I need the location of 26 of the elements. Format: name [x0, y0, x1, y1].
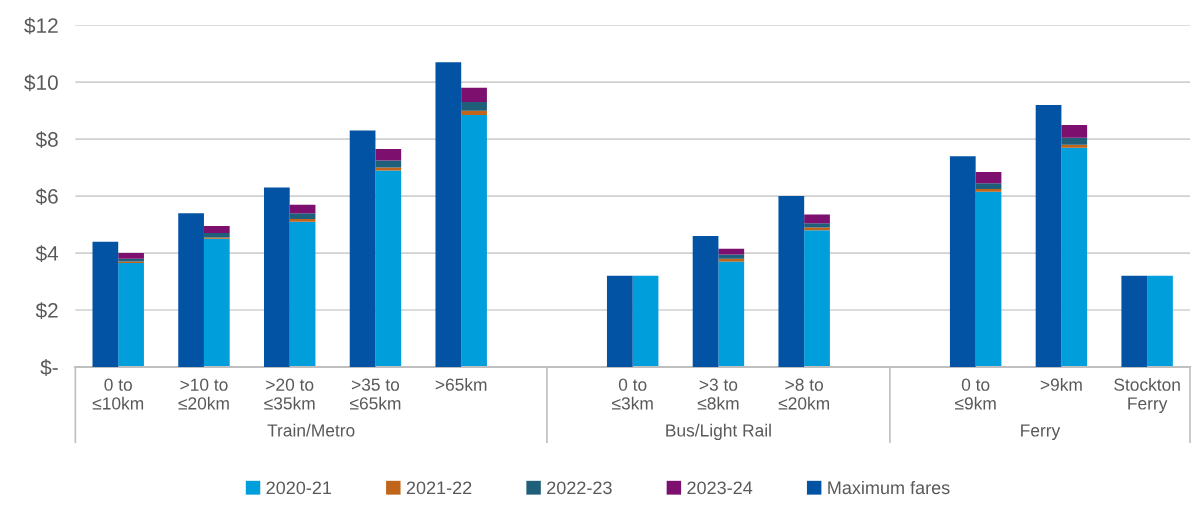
x-tick-label: >3 to ≤8km — [697, 378, 739, 410]
y-tick-label: $4 — [35, 245, 59, 263]
legend-label: 2023-24 — [687, 481, 753, 495]
y-tick-label: $6 — [35, 188, 58, 206]
x-tick-label: 0 to ≤3km — [612, 378, 653, 410]
legend-label: 2022-23 — [547, 481, 612, 495]
text: Bus/Light Rail — [666, 423, 771, 441]
text: Train/Metro — [267, 423, 355, 437]
x-tick-label: >9km — [1040, 378, 1082, 391]
y-tick-label: $2 — [35, 302, 58, 320]
y-tick-label: $8 — [35, 131, 58, 149]
x-tick-label: >35 to ≤65km — [350, 378, 401, 410]
x-tick-label: Stockton Ferry — [1114, 378, 1180, 413]
x-tick-label: 0 to ≤9km — [955, 378, 996, 410]
x-tick-label: >65km — [435, 378, 487, 391]
x-tick-label: >20 to ≤35km — [264, 378, 315, 410]
y-tick-label: $12 — [24, 17, 58, 35]
legend-label: Maximum fares — [828, 480, 950, 495]
y-tick-label: $10 — [24, 74, 58, 92]
x-tick-label: >10 to ≤20km — [178, 378, 229, 410]
x-tick-label: 0 to ≤10km — [92, 378, 144, 410]
legend-label: 2020-21 — [266, 481, 332, 495]
legend-label: 2021-22 — [406, 481, 472, 495]
text: Ferry — [1021, 424, 1061, 441]
y-tick-label: $- — [40, 359, 58, 376]
x-tick-label: >8 to ≤20km — [778, 378, 830, 410]
